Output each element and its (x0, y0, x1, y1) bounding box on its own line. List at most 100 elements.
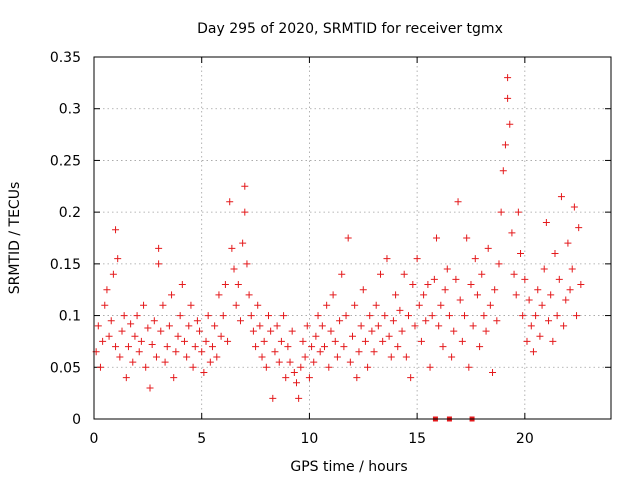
x-axis-label: GPS time / hours (290, 459, 407, 475)
data-point (131, 332, 139, 340)
data-point (424, 281, 432, 289)
data-point (325, 363, 333, 371)
data-point (120, 312, 128, 320)
data-point (420, 291, 428, 299)
y-axis-label: SRMTID / TECUs (7, 182, 23, 295)
data-point (226, 198, 234, 206)
data-point (163, 343, 171, 351)
data-point (529, 348, 537, 356)
data-point (338, 270, 346, 278)
data-point (288, 327, 296, 335)
data-point (271, 348, 279, 356)
x-tick-label: 0 (90, 431, 99, 447)
data-point (547, 291, 555, 299)
data-point (374, 322, 382, 330)
data-point (112, 226, 120, 234)
data-point (273, 322, 281, 330)
data-point (387, 353, 395, 361)
data-point (560, 322, 568, 330)
data-point (536, 332, 544, 340)
data-point (501, 141, 509, 149)
data-point (381, 312, 389, 320)
data-point (178, 281, 186, 289)
data-point (202, 337, 210, 345)
data-point (379, 337, 387, 345)
data-point (269, 394, 277, 402)
data-point (264, 312, 272, 320)
data-point (517, 250, 525, 258)
data-point (534, 286, 542, 294)
data-point (385, 332, 393, 340)
data-point (105, 332, 113, 340)
data-point (180, 337, 188, 345)
data-point (566, 286, 574, 294)
data-point (491, 286, 499, 294)
data-point (299, 337, 307, 345)
data-point (443, 265, 451, 273)
data-point (413, 255, 421, 263)
data-point (461, 312, 469, 320)
data-point (448, 353, 456, 361)
data-point (426, 363, 434, 371)
data-point (357, 322, 365, 330)
data-point (211, 322, 219, 330)
data-point (570, 203, 578, 211)
data-point (562, 296, 570, 304)
data-point (389, 317, 397, 325)
data-point (417, 337, 425, 345)
data-point (256, 322, 264, 330)
data-point (174, 332, 182, 340)
data-point (508, 229, 516, 237)
data-point (428, 312, 436, 320)
data-point (155, 244, 163, 252)
data-point (217, 332, 225, 340)
data-point (467, 281, 475, 289)
data-point (172, 348, 180, 356)
data-point (232, 301, 240, 309)
data-point (512, 291, 520, 299)
data-point (155, 260, 163, 268)
data-point (245, 291, 253, 299)
data-point (282, 374, 290, 382)
data-point (564, 239, 572, 247)
data-point (383, 255, 391, 263)
y-tick-label: 0.3 (59, 102, 81, 118)
data-point (398, 327, 406, 335)
data-point (577, 281, 585, 289)
x-tick-label: 5 (197, 431, 206, 447)
data-point (495, 260, 503, 268)
data-point (176, 312, 184, 320)
data-point (297, 363, 305, 371)
data-points (92, 74, 585, 422)
data-point (331, 337, 339, 345)
data-point (308, 343, 316, 351)
data-point (280, 312, 288, 320)
data-point (241, 182, 249, 190)
data-point (473, 291, 481, 299)
data-point (400, 270, 408, 278)
y-tick-label: 0.15 (50, 257, 81, 273)
data-point (193, 317, 201, 325)
data-point (290, 368, 298, 376)
data-point (549, 337, 557, 345)
data-point (236, 317, 244, 325)
data-point (170, 374, 178, 382)
data-point (191, 343, 199, 351)
data-point (144, 324, 152, 332)
data-point (189, 363, 197, 371)
data-point (230, 265, 238, 273)
data-point (187, 301, 195, 309)
data-point (521, 275, 529, 283)
data-point (327, 327, 335, 335)
data-point (409, 281, 417, 289)
data-point (476, 343, 484, 351)
grid-lines (94, 57, 611, 419)
data-point (239, 239, 247, 247)
data-point (497, 208, 505, 216)
data-point (249, 327, 257, 335)
data-point (206, 358, 214, 366)
data-point (519, 312, 527, 320)
data-point (224, 337, 232, 345)
data-point (441, 286, 449, 294)
data-point (359, 286, 367, 294)
